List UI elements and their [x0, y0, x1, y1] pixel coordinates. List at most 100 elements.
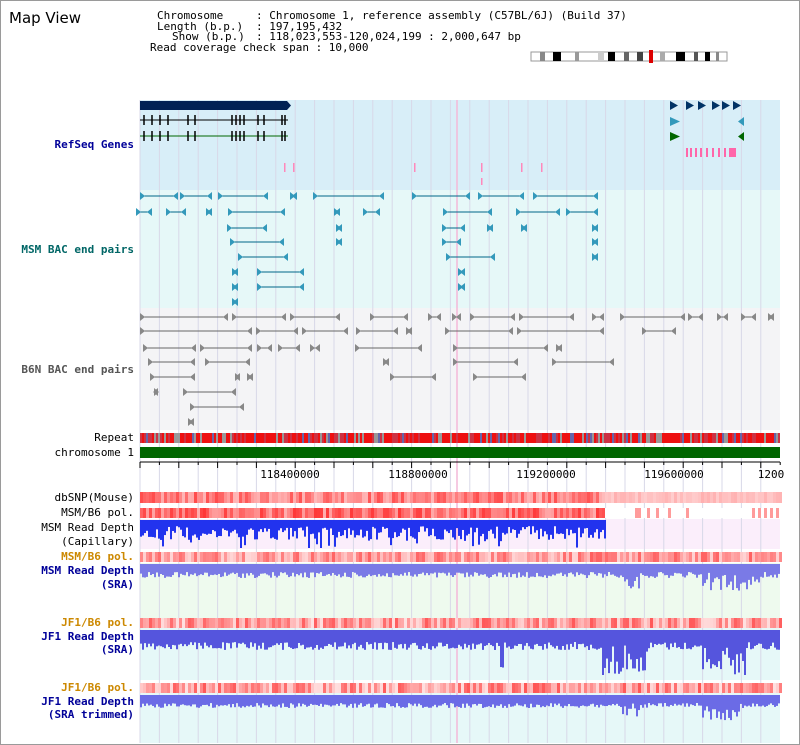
heat-cell [383, 683, 386, 693]
depth-bar [644, 695, 646, 705]
refseq-genes-track[interactable] [140, 101, 744, 185]
heat-cell [674, 618, 677, 628]
heat-cell [650, 618, 653, 628]
depth-bar [368, 630, 370, 645]
gene-feature [686, 148, 688, 157]
depth-bar [338, 630, 340, 647]
heat-cell [395, 683, 398, 693]
heat-cell [755, 683, 758, 693]
depth-bar [316, 520, 318, 545]
depth-bar [762, 564, 764, 578]
ideogram-band [575, 52, 579, 61]
heat-cell [329, 492, 332, 503]
repeat-segment [492, 433, 494, 443]
heat-cell [548, 508, 551, 518]
depth-bar [310, 520, 312, 535]
chromosome-value: : Chromosome 1, reference assembly (C57B… [256, 9, 627, 22]
msm-bac-track[interactable] [136, 192, 598, 306]
heat-cell [641, 618, 644, 628]
heat-cell [686, 492, 689, 503]
depth-bar [434, 564, 436, 573]
heat-cell [332, 492, 335, 503]
heat-cell [572, 683, 575, 693]
depth-bar [256, 520, 258, 540]
depth-bar [382, 520, 384, 527]
label-refseq[interactable]: RefSeq Genes [54, 138, 134, 151]
bac-end-marker [363, 208, 368, 216]
gene-feature [284, 163, 286, 172]
heat-cell [320, 552, 323, 562]
depth-bar [454, 520, 456, 540]
heat-cell [773, 508, 776, 518]
depth-bar [184, 630, 186, 645]
repeat-segment [188, 433, 190, 443]
bac-end-marker [233, 283, 238, 291]
heat-cell [569, 683, 572, 693]
label-b6n-bac[interactable]: B6N BAC end pairs [21, 363, 134, 376]
chromosome-key: Chromosome [157, 9, 224, 22]
heat-cell [233, 683, 236, 693]
heat-cell [509, 618, 512, 628]
heat-cell [371, 508, 374, 518]
heat-cell [311, 683, 314, 693]
heat-cell [149, 508, 152, 518]
bac-end-marker [741, 313, 746, 321]
bac-end-marker [521, 373, 526, 381]
depth-bar [760, 564, 762, 577]
depth-bar [204, 564, 206, 573]
bac-end-marker [247, 344, 252, 352]
heat-cell [236, 683, 239, 693]
depth-bar [206, 630, 208, 646]
depth-bar [692, 630, 694, 648]
heat-cell [338, 552, 341, 562]
depth-bar [332, 630, 334, 647]
heat-cell [305, 552, 308, 562]
heat-cell [446, 492, 449, 503]
label-msm-bac[interactable]: MSM BAC end pairs [21, 243, 134, 256]
depth-bar [350, 520, 352, 535]
depth-bar [320, 564, 322, 573]
depth-bar [520, 520, 522, 531]
heat-cell [725, 492, 728, 503]
depth-bar [560, 564, 562, 573]
depth-bar [452, 695, 454, 704]
depth-bar [430, 695, 432, 708]
heat-cell [473, 618, 476, 628]
heat-cell [677, 492, 680, 503]
heat-cell [263, 552, 266, 562]
heat-cell [620, 618, 623, 628]
heat-cell [650, 683, 653, 693]
depth-bar [450, 695, 452, 704]
heat-cell [740, 552, 743, 562]
gene-feature [706, 148, 708, 157]
heat-cell [218, 552, 221, 562]
bac-end-marker [516, 208, 521, 216]
repeat-segment [230, 433, 232, 443]
heat-cell [218, 618, 221, 628]
depth-bar [342, 630, 344, 647]
chromosome-ideogram[interactable] [530, 50, 728, 63]
heat-cell [473, 508, 476, 518]
heat-cell [272, 492, 275, 503]
bac-end-marker [166, 208, 171, 216]
depth-bar [178, 695, 180, 707]
heat-cell [182, 492, 185, 503]
heat-cell [659, 492, 662, 503]
depth-bar [688, 695, 690, 707]
heat-cell [629, 683, 632, 693]
heat-cell [707, 552, 710, 562]
axis-tick-label: 118800000 [388, 468, 448, 481]
heat-cell [746, 683, 749, 693]
depth-bar [722, 695, 724, 714]
repeat-segment [286, 433, 288, 443]
depth-bar [422, 630, 424, 647]
heat-cell [380, 492, 383, 503]
heat-cell [680, 492, 683, 503]
depth-bar [754, 695, 756, 707]
depth-bar [684, 630, 686, 643]
depth-bar [360, 630, 362, 645]
heat-cell [302, 618, 305, 628]
b6n-bac-track[interactable] [140, 313, 774, 426]
depth-bar [426, 564, 428, 574]
